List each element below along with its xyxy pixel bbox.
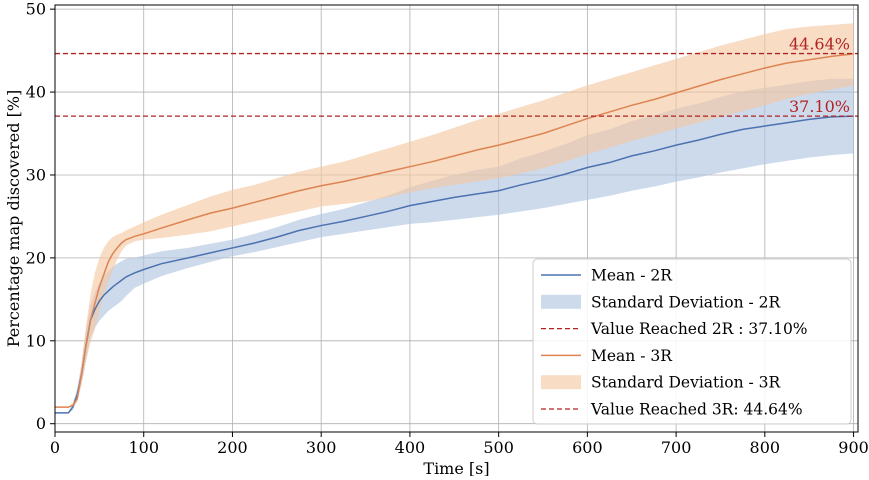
legend-entry-label: Value Reached 2R : 37.10% bbox=[590, 320, 808, 338]
x-tick-label: 600 bbox=[572, 438, 603, 457]
std-band-2r bbox=[55, 78, 854, 413]
x-tick-label: 200 bbox=[217, 438, 248, 457]
legend-handle-band bbox=[541, 375, 581, 390]
x-tick-label: 300 bbox=[306, 438, 337, 457]
y-tick-label: 40 bbox=[26, 83, 46, 102]
y-tick-label: 0 bbox=[36, 414, 46, 433]
x-tick-label: 700 bbox=[661, 438, 692, 457]
legend-entry-label: Value Reached 3R: 44.64% bbox=[590, 401, 803, 419]
legend: Mean - 2R Standard Deviation - 2R Value Re… bbox=[532, 258, 852, 425]
legend-box bbox=[532, 258, 852, 425]
std-bands bbox=[55, 23, 854, 413]
mean-line-2r bbox=[55, 115, 854, 414]
std-band-3r bbox=[55, 23, 854, 408]
y-axis-label: Percentage map discovered [%] bbox=[4, 90, 23, 348]
y-tick-label: 30 bbox=[26, 165, 46, 184]
legend-entry-label: Mean - 2R bbox=[591, 267, 673, 285]
x-tick-label: 0 bbox=[50, 438, 60, 457]
reference-annotation-2r: 37.10% bbox=[789, 97, 850, 116]
x-tick-label: 500 bbox=[483, 438, 514, 457]
y-tick-label: 50 bbox=[26, 0, 46, 19]
legend-entry-label: Mean - 3R bbox=[591, 347, 673, 365]
axis-ticks: 0 100 200 300 400 500 600 700 800 900 0 10 20 30 40 50 bbox=[26, 0, 869, 457]
legend-entry-label: Standard Deviation - 2R bbox=[591, 293, 782, 311]
x-tick-label: 900 bbox=[838, 438, 869, 457]
x-axis-label: Time [s] bbox=[423, 459, 489, 476]
mean-line-3r bbox=[55, 53, 854, 408]
plot-frame bbox=[54, 4, 859, 433]
y-tick-label: 20 bbox=[26, 248, 46, 267]
legend-entry-label: Standard Deviation - 3R bbox=[591, 374, 782, 392]
x-tick-label: 400 bbox=[395, 438, 426, 457]
x-tick-label: 100 bbox=[128, 438, 159, 457]
reference-annotation-3r: 44.64% bbox=[789, 35, 850, 54]
x-tick-label: 800 bbox=[750, 438, 781, 457]
y-tick-label: 10 bbox=[26, 331, 46, 350]
reference-lines: 37.10% 44.64% bbox=[55, 35, 858, 117]
legend-handle-band bbox=[541, 294, 581, 309]
mean-lines bbox=[55, 53, 854, 414]
